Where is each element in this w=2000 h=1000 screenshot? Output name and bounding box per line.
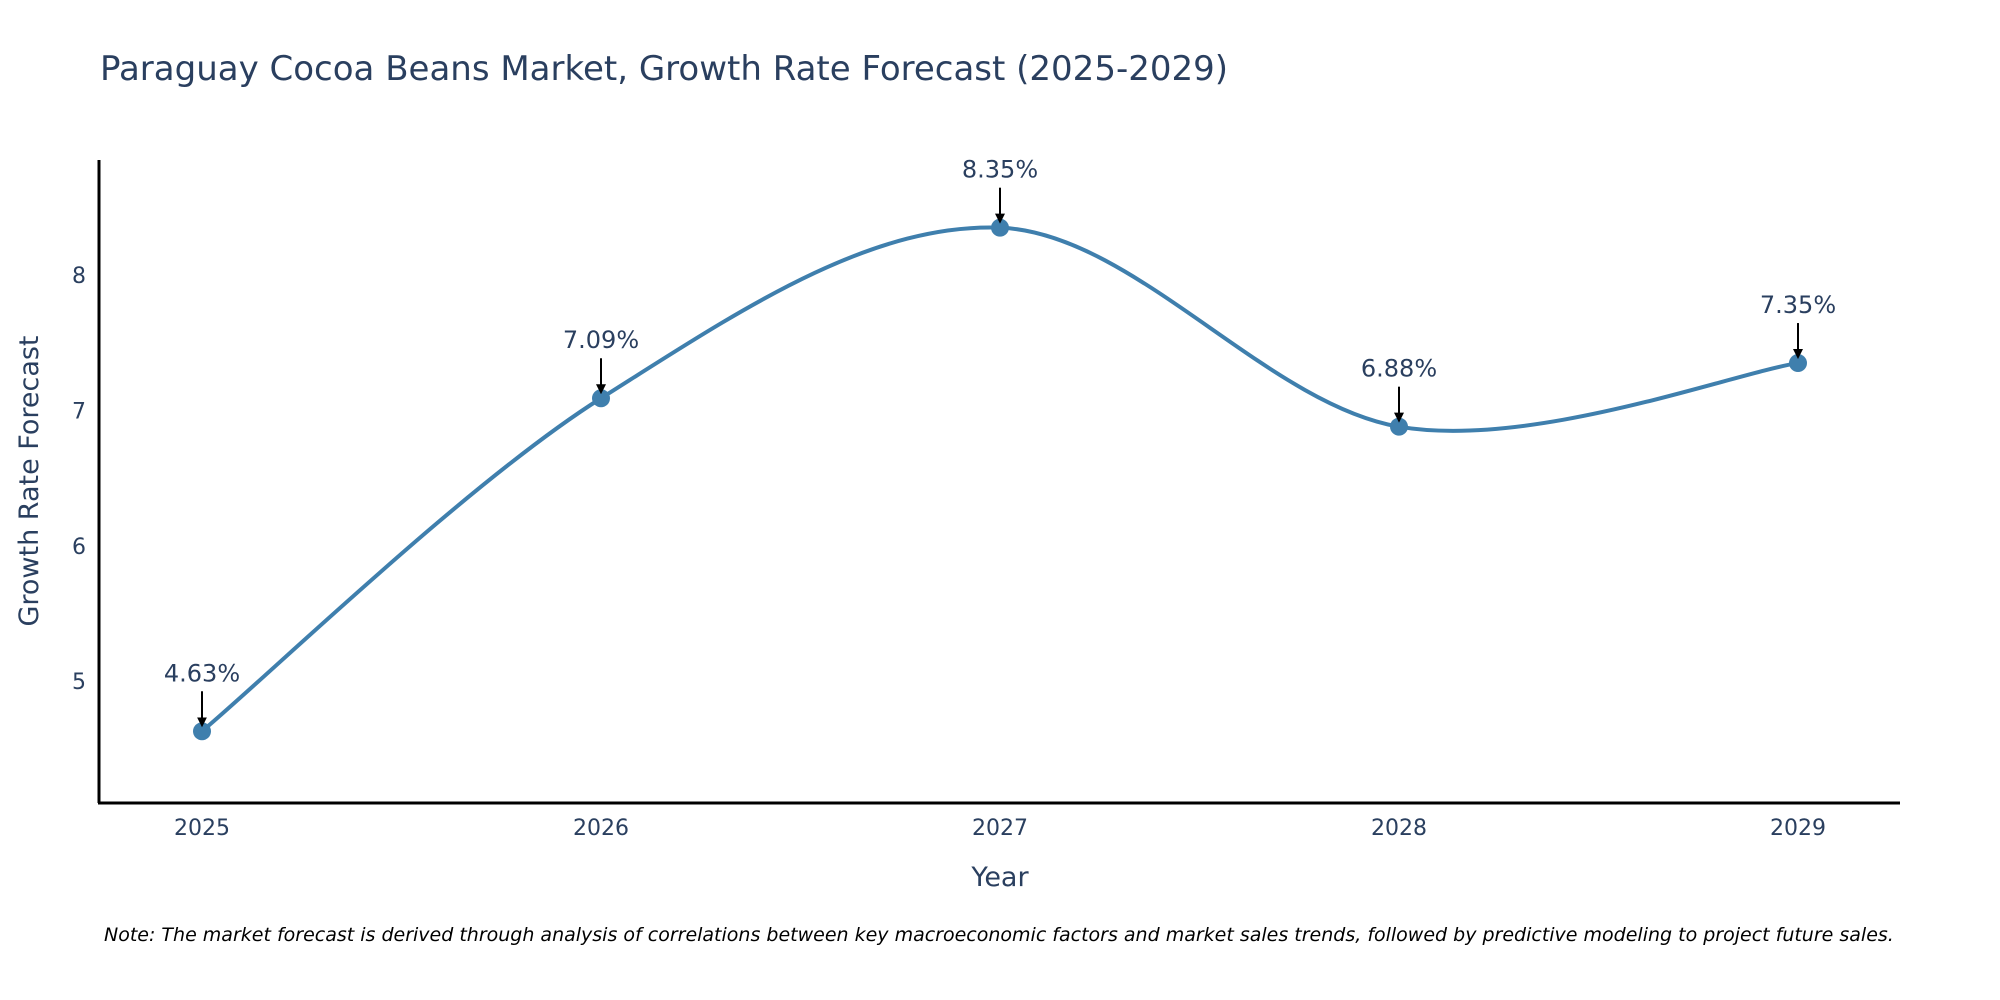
data-point — [1789, 354, 1807, 373]
x-tick-labels: 2025 2026 2027 2028 2029 — [174, 816, 1826, 841]
x-tick-label: 2025 — [174, 816, 230, 841]
x-tick-label: 2029 — [1770, 816, 1826, 841]
y-tick-labels: 5 6 7 8 — [72, 264, 86, 695]
data-label: 8.35% — [962, 156, 1038, 184]
data-point — [193, 722, 211, 741]
x-tick-label: 2028 — [1371, 816, 1427, 841]
x-tick-label: 2026 — [573, 816, 629, 841]
data-label: 7.09% — [563, 326, 639, 354]
data-label: 6.88% — [1361, 355, 1437, 383]
data-points — [193, 218, 1807, 741]
data-label: 7.35% — [1760, 291, 1836, 319]
chart-note: Note: The market forecast is derived thr… — [104, 924, 1894, 946]
x-tick-label: 2027 — [972, 816, 1028, 841]
x-axis-label: Year — [970, 862, 1029, 893]
y-tick-label: 7 — [72, 399, 86, 424]
y-tick-label: 8 — [72, 264, 86, 289]
series-line — [200, 225, 1799, 733]
y-tick-label: 6 — [72, 535, 86, 560]
data-labels: 4.63% 7.09% 8.35% 6.88% 7.35% — [164, 156, 1836, 728]
chart-title: Paraguay Cocoa Beans Market, Growth Rate… — [100, 49, 1228, 89]
data-label: 4.63% — [164, 659, 240, 687]
data-point — [991, 218, 1009, 237]
y-tick-label: 5 — [72, 670, 86, 695]
data-point — [592, 389, 610, 408]
y-axis-label: Growth Rate Forecast — [14, 335, 45, 626]
data-point — [1390, 417, 1408, 436]
